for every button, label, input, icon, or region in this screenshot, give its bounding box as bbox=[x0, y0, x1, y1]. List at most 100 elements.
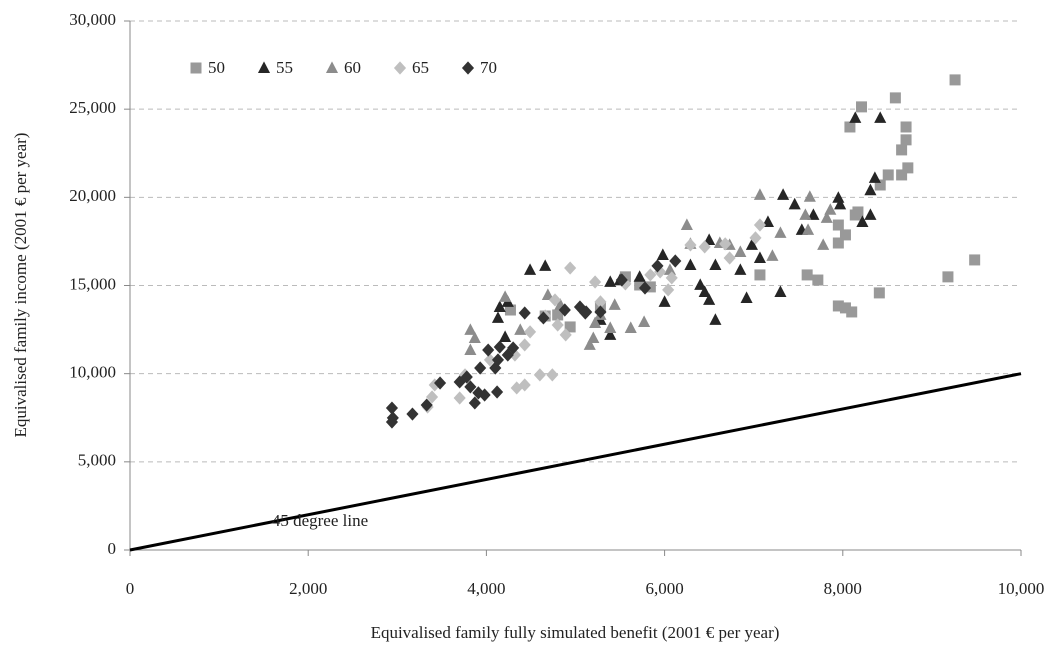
point bbox=[662, 283, 675, 297]
legend-label: 50 bbox=[208, 58, 225, 77]
point bbox=[839, 229, 851, 241]
point bbox=[474, 361, 487, 375]
y-tick-label: 15,000 bbox=[69, 274, 116, 293]
point bbox=[499, 290, 512, 302]
point bbox=[864, 208, 877, 220]
point bbox=[753, 188, 766, 200]
point bbox=[777, 188, 790, 200]
point bbox=[482, 343, 495, 357]
point bbox=[846, 306, 858, 318]
point bbox=[638, 315, 651, 327]
point bbox=[709, 313, 722, 325]
point bbox=[594, 305, 607, 319]
point bbox=[774, 226, 787, 238]
point bbox=[856, 215, 869, 227]
point bbox=[478, 388, 491, 402]
point bbox=[564, 321, 576, 333]
point bbox=[385, 415, 399, 429]
point bbox=[832, 237, 844, 249]
reference-line-label: 45 degree line bbox=[272, 511, 368, 530]
point bbox=[604, 321, 617, 333]
point bbox=[799, 208, 812, 220]
y-tick-label: 25,000 bbox=[69, 98, 116, 117]
point bbox=[651, 259, 664, 273]
point bbox=[589, 316, 602, 329]
point bbox=[949, 74, 961, 86]
point bbox=[546, 368, 559, 382]
point bbox=[537, 311, 550, 325]
point bbox=[874, 179, 886, 191]
point bbox=[774, 285, 787, 297]
point bbox=[453, 391, 466, 405]
point bbox=[669, 254, 682, 268]
point bbox=[564, 261, 577, 275]
point bbox=[619, 271, 631, 283]
point bbox=[583, 338, 596, 350]
point bbox=[882, 169, 894, 181]
legend-marker bbox=[257, 61, 271, 73]
point bbox=[453, 375, 466, 389]
point bbox=[589, 275, 602, 289]
y-tick-label: 0 bbox=[108, 539, 117, 558]
point bbox=[942, 271, 954, 283]
point bbox=[832, 191, 845, 203]
point bbox=[504, 304, 516, 316]
point bbox=[624, 321, 637, 333]
point bbox=[658, 295, 671, 307]
point bbox=[604, 275, 617, 287]
point bbox=[802, 223, 815, 235]
point bbox=[491, 385, 504, 399]
point bbox=[604, 328, 617, 340]
point bbox=[654, 265, 667, 279]
point bbox=[539, 259, 552, 271]
legend-label: 70 bbox=[480, 58, 497, 77]
point bbox=[619, 277, 632, 291]
point bbox=[634, 279, 646, 291]
legend-marker bbox=[190, 62, 202, 74]
point bbox=[468, 331, 481, 343]
point bbox=[483, 353, 497, 367]
point bbox=[834, 197, 847, 210]
legend-marker bbox=[325, 61, 339, 73]
point bbox=[428, 378, 441, 392]
y-axis-label: Equivalised family income (2001 € per ye… bbox=[11, 133, 30, 438]
point bbox=[420, 398, 433, 412]
point bbox=[969, 254, 981, 266]
point bbox=[832, 300, 844, 312]
point bbox=[507, 341, 520, 355]
point bbox=[518, 378, 531, 392]
point bbox=[684, 238, 697, 252]
x-tick-label: 0 bbox=[126, 579, 135, 598]
point bbox=[698, 240, 711, 254]
point bbox=[493, 340, 506, 354]
point bbox=[719, 237, 732, 251]
y-tick-label: 5,000 bbox=[78, 451, 116, 470]
point bbox=[559, 328, 572, 342]
y-tick-label: 20,000 bbox=[69, 186, 116, 205]
point bbox=[680, 218, 693, 230]
point bbox=[844, 121, 856, 133]
reference-line bbox=[129, 372, 1022, 552]
point bbox=[665, 271, 678, 285]
point bbox=[472, 386, 485, 400]
point bbox=[464, 343, 477, 355]
point bbox=[889, 92, 901, 104]
point bbox=[745, 238, 758, 250]
point bbox=[518, 338, 531, 352]
point bbox=[551, 318, 564, 332]
point bbox=[849, 209, 861, 221]
point bbox=[749, 231, 762, 245]
point bbox=[518, 306, 531, 320]
point bbox=[868, 171, 881, 183]
point bbox=[594, 295, 607, 309]
point bbox=[703, 293, 716, 305]
point bbox=[766, 249, 779, 261]
point bbox=[524, 325, 537, 339]
point bbox=[548, 293, 562, 307]
x-tick-label: 10,000 bbox=[998, 579, 1045, 598]
x-axis-label: Equivalised family fully simulated benef… bbox=[371, 623, 780, 642]
point bbox=[873, 287, 885, 299]
point bbox=[734, 245, 747, 257]
point bbox=[425, 390, 439, 404]
